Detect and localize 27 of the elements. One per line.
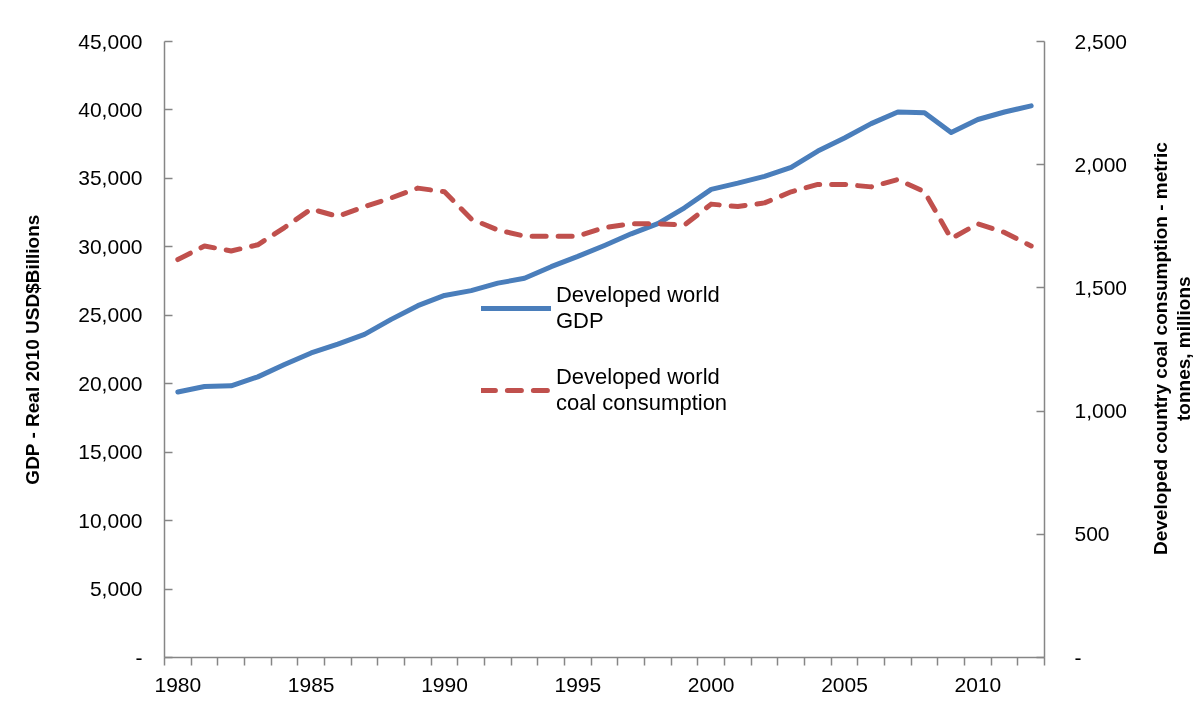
x-tick-label: 2010 — [954, 672, 1002, 696]
y-tick-label: - — [135, 645, 143, 669]
x-tick-label: 1995 — [554, 672, 602, 696]
y2-tick-label: 1,500 — [1074, 275, 1128, 299]
y-tick-label: 35,000 — [78, 166, 143, 190]
y2-tick-label: - — [1074, 645, 1082, 669]
y2-tick-label: 500 — [1074, 522, 1110, 546]
x-tick-label: 1985 — [287, 672, 335, 696]
y-tick-label: 5,000 — [89, 577, 143, 601]
y2-tick-label: 1,000 — [1074, 399, 1128, 423]
legend-label: Developed world coal consumption — [555, 364, 728, 416]
x-tick-label: 2000 — [687, 672, 735, 696]
y-tick-label: 20,000 — [78, 371, 143, 395]
x-tick-label: 2005 — [821, 672, 868, 696]
y2-tick-label: 2,000 — [1074, 152, 1128, 176]
y-tick-label: 45,000 — [78, 29, 143, 53]
y2-axis-title: Developed country coal consumption - metric tonnes, millions — [1150, 141, 1195, 558]
x-tick-label: 1980 — [154, 672, 202, 696]
y-tick-label: 10,000 — [78, 508, 143, 532]
y2-tick-label: 2,500 — [1074, 29, 1128, 53]
y-tick-label: 30,000 — [78, 234, 143, 258]
y-tick-label: 40,000 — [78, 97, 143, 121]
y-tick-label: 15,000 — [78, 440, 143, 464]
y-tick-label: 25,000 — [78, 303, 143, 327]
x-tick-label: 1990 — [421, 672, 468, 696]
legend-label: Developed world GDP — [555, 282, 720, 334]
y-axis-title: GDP - Real 2010 USD$Billions — [22, 214, 44, 485]
